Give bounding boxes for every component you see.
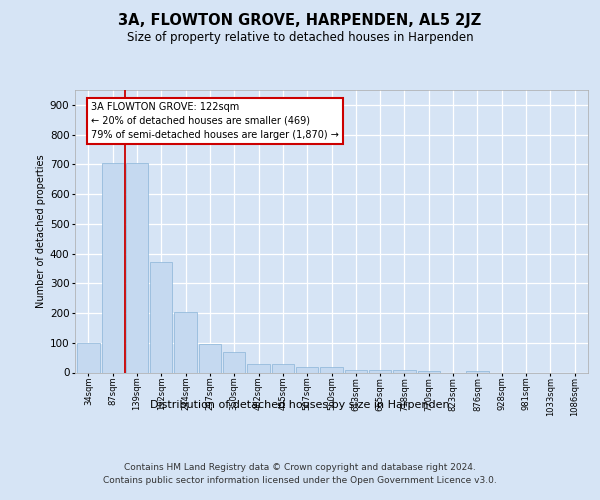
Bar (199, 344, 221, 372)
Bar (296, 366, 319, 372)
Bar (369, 370, 391, 372)
Text: Distribution of detached houses by size in Harpenden: Distribution of detached houses by size … (150, 400, 450, 410)
Bar (126, 163, 148, 372)
Text: Contains public sector information licensed under the Open Government Licence v3: Contains public sector information licen… (103, 476, 497, 485)
Text: 3A, FLOWTON GROVE, HARPENDEN, AL5 2JZ: 3A, FLOWTON GROVE, HARPENDEN, AL5 2JZ (118, 12, 482, 28)
Y-axis label: Number of detached properties: Number of detached properties (35, 154, 46, 308)
Bar (466, 371, 488, 372)
Bar (150, 262, 172, 372)
Bar (393, 370, 416, 372)
Bar (344, 370, 367, 372)
Bar (77, 343, 100, 372)
Text: Contains HM Land Registry data © Crown copyright and database right 2024.: Contains HM Land Registry data © Crown c… (124, 462, 476, 471)
Bar (247, 364, 270, 372)
Bar (320, 366, 343, 372)
Text: Size of property relative to detached houses in Harpenden: Size of property relative to detached ho… (127, 31, 473, 44)
Bar (175, 312, 197, 372)
Bar (272, 364, 294, 372)
Text: 3A FLOWTON GROVE: 122sqm
← 20% of detached houses are smaller (469)
79% of semi-: 3A FLOWTON GROVE: 122sqm ← 20% of detach… (91, 102, 339, 140)
Bar (418, 370, 440, 372)
Bar (101, 163, 124, 372)
Bar (223, 352, 245, 372)
